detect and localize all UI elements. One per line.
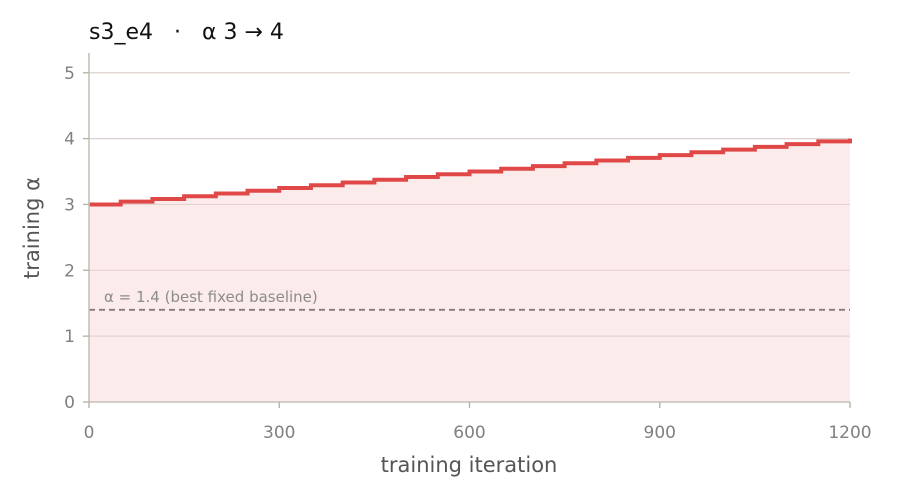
series-line [89, 138, 852, 207]
tick-labels: 0 300 600 900 1200 0 1 2 3 4 5 [64, 64, 871, 443]
x-tick-label-4: 1200 [828, 423, 871, 443]
axes [83, 53, 851, 408]
y-tick-label-2: 2 [64, 261, 75, 281]
area-fill-layer [89, 72, 850, 403]
reference-line-label: α = 1.4 (best fixed baseline) [104, 288, 318, 306]
y-tick-label-4: 4 [64, 130, 75, 150]
x-axis-label: training iteration [381, 453, 558, 477]
reference-layer: α = 1.4 (best fixed baseline) [89, 288, 850, 311]
series-layer [89, 138, 852, 207]
y-tick-label-0: 0 [64, 393, 75, 413]
x-tick-label-0: 0 [84, 423, 95, 443]
y-tick-label-5: 5 [64, 64, 75, 84]
y-tick-label-3: 3 [64, 195, 75, 215]
x-tick-label-3: 900 [644, 423, 676, 443]
x-tick-label-1: 300 [263, 423, 295, 443]
x-tick-label-2: 600 [453, 423, 485, 443]
y-tick-label-1: 1 [64, 327, 75, 347]
y-axis-label: training α [20, 177, 44, 279]
chart-title: s3_e4 · α 3 → 4 [89, 20, 284, 45]
